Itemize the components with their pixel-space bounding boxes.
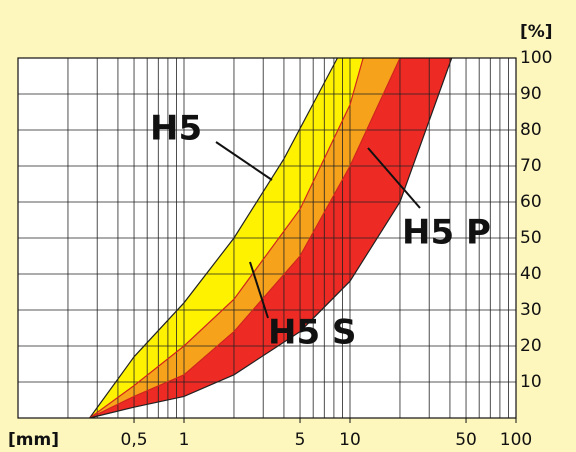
band	[89, 58, 364, 418]
y-tick-label: 70	[520, 156, 542, 176]
y-tick-label: 60	[520, 192, 542, 212]
leader-line	[367, 147, 421, 209]
leader-line	[215, 141, 273, 181]
plot-frame	[17, 57, 517, 419]
boundary-line	[89, 57, 401, 419]
band-label: H5	[150, 109, 202, 149]
y-unit: [%]	[520, 22, 553, 42]
y-tick-label: 30	[520, 300, 542, 320]
y-tick-label: 50	[520, 228, 542, 248]
x-tick-label: 10	[339, 430, 361, 450]
y-tick-label: 10	[520, 372, 542, 392]
band-label: H5 S	[268, 313, 356, 353]
y-tick-label: 40	[520, 264, 542, 284]
x-tick-label: 50	[455, 430, 477, 450]
band	[89, 58, 452, 418]
y-tick-label: 100	[520, 48, 552, 68]
x-tick-label: 5	[295, 430, 306, 450]
band-label: H5 P	[402, 213, 491, 253]
x-tick-label: 1	[179, 430, 190, 450]
y-tick-label: 20	[520, 336, 542, 356]
y-tick-label: 90	[520, 84, 542, 104]
boundary-line	[89, 57, 364, 419]
boundaries	[89, 57, 453, 419]
boundary-line	[89, 57, 453, 419]
x-unit: [mm]	[8, 430, 59, 450]
x-tick-label: 100	[500, 430, 532, 450]
x-tick-label: 0,5	[121, 430, 148, 450]
y-tick-label: 80	[520, 120, 542, 140]
boundary-line	[89, 57, 338, 419]
leader-line	[249, 261, 269, 319]
